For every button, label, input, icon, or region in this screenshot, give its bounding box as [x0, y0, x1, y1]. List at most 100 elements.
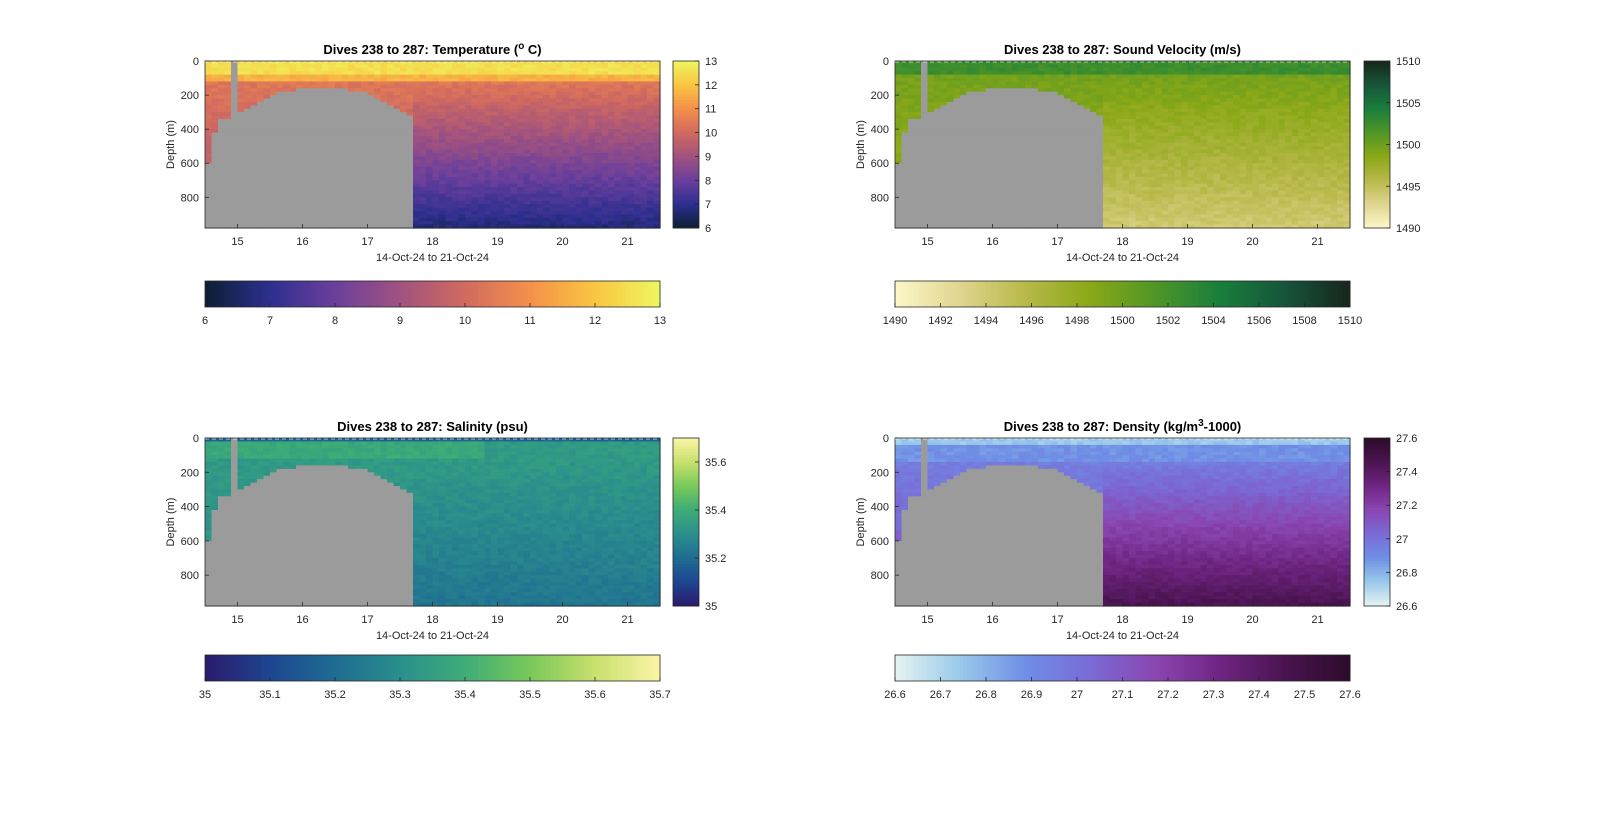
heatmap-cell [1038, 85, 1045, 89]
heatmap-cell [400, 153, 407, 157]
heatmap-cell [511, 221, 518, 225]
heatmap-cell [400, 119, 407, 123]
heatmap-cell [602, 194, 609, 198]
heatmap-cell [491, 129, 498, 133]
heatmap-cell [608, 85, 615, 89]
heatmap-cell [999, 71, 1006, 75]
heatmap-cell [348, 116, 355, 120]
heatmap-cell [589, 139, 596, 143]
heatmap-cell [1038, 163, 1045, 167]
heatmap-cell [1032, 146, 1039, 150]
heatmap-cell [615, 112, 622, 116]
heatmap-cell [329, 153, 336, 157]
heatmap-cell [954, 109, 961, 113]
heatmap-cell [1058, 214, 1065, 218]
heatmap-cell [576, 150, 583, 154]
heatmap-cell [1025, 95, 1032, 99]
x-tick-label: 19 [491, 236, 503, 248]
heatmap-cell [511, 112, 518, 116]
heatmap-cell [973, 64, 980, 68]
heatmap-cell [908, 78, 915, 82]
heatmap-cell [641, 95, 648, 99]
heatmap-cell [238, 156, 245, 160]
heatmap-cell [582, 221, 589, 225]
heatmap-cell [1006, 173, 1013, 177]
heatmap-cell [264, 153, 271, 157]
heatmap-cell [621, 221, 628, 225]
heatmap-cell [602, 85, 609, 89]
heatmap-cell [225, 71, 232, 75]
heatmap-cell [980, 214, 987, 218]
heatmap-cell [498, 136, 505, 140]
heatmap-cell [980, 112, 987, 116]
heatmap-cell [973, 173, 980, 177]
heatmap-cell [446, 109, 453, 113]
heatmap-cell [277, 95, 284, 99]
heatmap-cell [348, 122, 355, 126]
heatmap-cell [895, 153, 902, 157]
heatmap-cell [342, 153, 349, 157]
heatmap-cell [283, 95, 290, 99]
heatmap-cell [960, 187, 967, 191]
heatmap-cell [543, 173, 550, 177]
heatmap-cell [647, 75, 654, 79]
heatmap-cell [433, 98, 440, 102]
heatmap-cell [381, 167, 388, 171]
x-tick-label: 15 [231, 236, 243, 248]
heatmap-cell [257, 102, 264, 106]
heatmap-cell [413, 173, 420, 177]
heatmap-cell [218, 109, 225, 113]
heatmap-cell [621, 112, 628, 116]
heatmap-cell [1012, 173, 1019, 177]
heatmap-cell [420, 109, 427, 113]
heatmap-cell [452, 95, 459, 99]
heatmap-cell [530, 191, 537, 195]
heatmap-cell [517, 133, 524, 137]
heatmap-cell [947, 146, 954, 150]
heatmap-cell [283, 170, 290, 174]
heatmap-cell [902, 139, 909, 143]
heatmap-cell [355, 167, 362, 171]
heatmap-cell [550, 187, 557, 191]
heatmap-cell [368, 139, 375, 143]
heatmap-cell [283, 191, 290, 195]
heatmap-cell [238, 184, 245, 188]
heatmap-cell [615, 191, 622, 195]
heatmap-cell [212, 119, 219, 123]
heatmap-cell [218, 64, 225, 68]
heatmap-cell [205, 221, 212, 225]
heatmap-cell [264, 64, 271, 68]
heatmap-cell [342, 184, 349, 188]
heatmap-cell [413, 112, 420, 116]
heatmap-cell [433, 153, 440, 157]
heatmap-cell [355, 146, 362, 150]
heatmap-cell [290, 98, 297, 102]
heatmap-cell [1019, 177, 1026, 181]
heatmap-cell [999, 85, 1006, 89]
heatmap-cell [1019, 119, 1026, 123]
heatmap-cell [381, 95, 388, 99]
heatmap-cell [316, 64, 323, 68]
heatmap-cell [1006, 153, 1013, 157]
heatmap-cell [621, 170, 628, 174]
heatmap-cell [980, 146, 987, 150]
heatmap-cell [589, 153, 596, 157]
heatmap-cell [1038, 156, 1045, 160]
heatmap-cell [921, 75, 928, 79]
heatmap-cell [413, 156, 420, 160]
heatmap-cell [895, 156, 902, 160]
heatmap-cell [589, 71, 596, 75]
heatmap-cell [556, 177, 563, 181]
heatmap-cell [908, 102, 915, 106]
heatmap-cell [895, 133, 902, 137]
heatmap-cell [413, 133, 420, 137]
heatmap-cell [543, 109, 550, 113]
heatmap-cell [1032, 102, 1039, 106]
heatmap-cell [928, 214, 935, 218]
heatmap-cell [537, 146, 544, 150]
heatmap-cell [602, 95, 609, 99]
heatmap-cell [465, 211, 472, 215]
colorbar-swatch [315, 281, 319, 307]
colorbar-swatch [673, 189, 699, 192]
